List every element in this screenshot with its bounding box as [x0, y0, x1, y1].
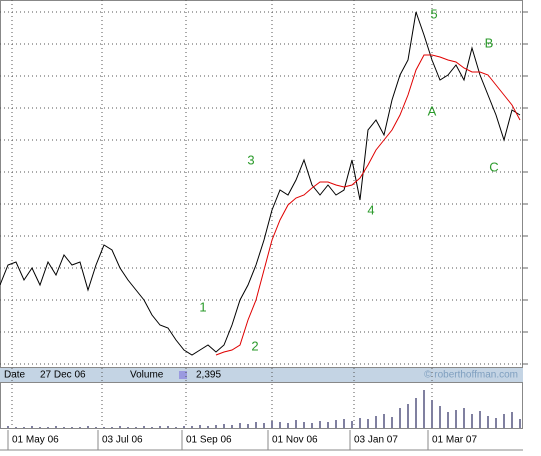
volume-bar: [415, 398, 417, 428]
x-tick-label: 01 Mar 07: [432, 435, 477, 446]
wave-label: 2: [251, 338, 258, 353]
wave-label: B: [485, 35, 494, 50]
wave-label: 4: [367, 202, 374, 217]
date-value: 27 Dec 06: [40, 370, 86, 381]
volume-bar: [319, 421, 321, 428]
volume-bar: [47, 427, 49, 428]
volume-bar: [23, 427, 25, 428]
volume-bar: [183, 426, 185, 428]
volume-bar: [479, 411, 481, 428]
volume-bar: [255, 422, 257, 428]
volume-bar: [95, 427, 97, 428]
volume-bar: [119, 426, 121, 428]
date-label: Date: [4, 370, 26, 381]
info-bar: [0, 368, 523, 382]
volume-bar: [199, 425, 201, 428]
volume-value: 2,395: [196, 370, 221, 381]
volume-bar: [303, 422, 305, 428]
volume-bar: [0, 427, 1, 428]
volume-bar: [191, 426, 193, 428]
wave-label: 5: [430, 6, 437, 21]
volume-bar: [207, 426, 209, 428]
wave-label: A: [428, 103, 437, 118]
price-line: [215, 54, 521, 356]
volume-label: Volume: [130, 370, 164, 381]
volume-bar: [127, 427, 129, 428]
volume-bar: [351, 421, 353, 428]
volume-bar: [495, 418, 497, 428]
volume-panel: [0, 382, 523, 429]
volume-bar: [39, 427, 41, 428]
volume-bar: [519, 419, 521, 428]
volume-bar: [63, 427, 65, 428]
volume-bar: [311, 423, 313, 428]
volume-bar: [439, 406, 441, 428]
volume-bar: [463, 408, 465, 428]
volume-bar: [359, 418, 361, 428]
volume-bar: [167, 426, 169, 428]
volume-bar: [511, 412, 513, 428]
volume-bar: [55, 426, 57, 428]
volume-bar: [503, 414, 505, 428]
volume-bar: [175, 427, 177, 428]
volume-bar: [135, 427, 137, 428]
volume-bar: [223, 424, 225, 428]
volume-bar: [399, 408, 401, 428]
volume-bar: [295, 420, 297, 428]
volume-bar: [79, 427, 81, 428]
volume-bar: [287, 423, 289, 428]
volume-bar: [383, 414, 385, 428]
volume-bar: [271, 421, 273, 428]
volume-bar: [431, 400, 433, 428]
wave-label: C: [489, 159, 498, 174]
x-tick-label: 01 Nov 06: [272, 435, 318, 446]
x-tick-label: 01 Sep 06: [186, 435, 232, 446]
volume-bar: [247, 424, 249, 428]
volume-bar: [151, 427, 153, 428]
volume-bar: [103, 427, 105, 428]
volume-bar: [327, 422, 329, 428]
x-tick-label: 03 Jan 07: [354, 435, 398, 446]
volume-bar: [423, 390, 425, 428]
volume-bar: [407, 404, 409, 428]
volume-bar: [391, 417, 393, 428]
volume-bar: [239, 423, 241, 428]
volume-bar: [71, 427, 73, 428]
volume-bar: [31, 426, 33, 428]
volume-bar: [143, 426, 145, 428]
wave-label: 1: [199, 299, 206, 314]
volume-bar: [15, 427, 17, 428]
volume-bar: [87, 426, 89, 428]
volume-bar: [279, 422, 281, 428]
volume-bar: [471, 414, 473, 428]
x-tick-label: 01 May 06: [12, 435, 59, 446]
volume-bar: [367, 419, 369, 428]
volume-bar: [447, 412, 449, 428]
price-panel: [0, 0, 523, 368]
volume-bar: [343, 419, 345, 428]
volume-bar: [215, 425, 217, 428]
volume-bar: [487, 416, 489, 428]
x-tick-label: 03 Jul 06: [102, 435, 143, 446]
volume-bar: [375, 416, 377, 428]
volume-bar: [335, 420, 337, 428]
credit: © roberthoffman.com: [424, 370, 518, 381]
wave-label: 3: [247, 152, 254, 167]
price-line: [0, 11, 521, 356]
volume-bar: [455, 410, 457, 428]
volume-swatch: [179, 371, 187, 379]
volume-bar: [263, 423, 265, 428]
volume-bar: [7, 426, 9, 428]
volume-bar: [111, 427, 113, 428]
volume-bar: [231, 425, 233, 428]
volume-bar: [159, 426, 161, 428]
